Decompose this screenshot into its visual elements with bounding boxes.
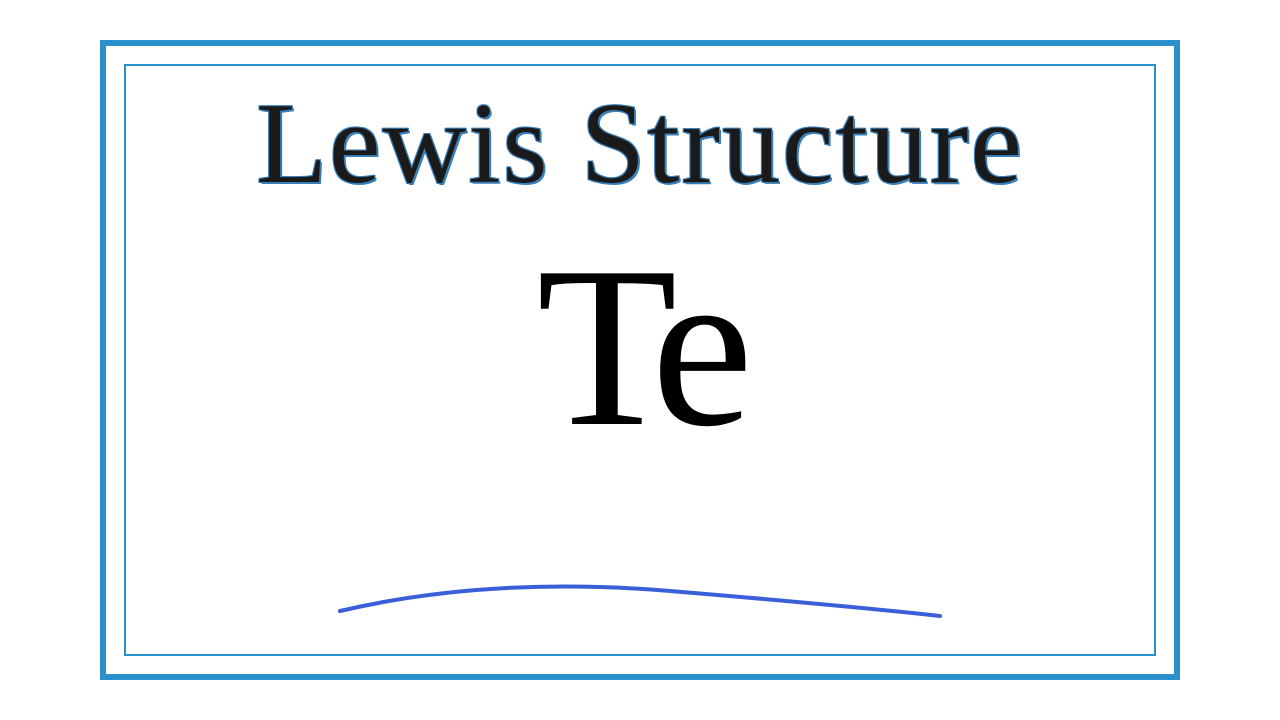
element-symbol: Te bbox=[537, 232, 744, 462]
outer-frame: Lewis Structure Te bbox=[100, 40, 1180, 680]
inner-frame: Lewis Structure Te bbox=[124, 64, 1156, 656]
card-title: Lewis Structure bbox=[256, 86, 1024, 202]
wave-underline-icon bbox=[330, 566, 950, 626]
